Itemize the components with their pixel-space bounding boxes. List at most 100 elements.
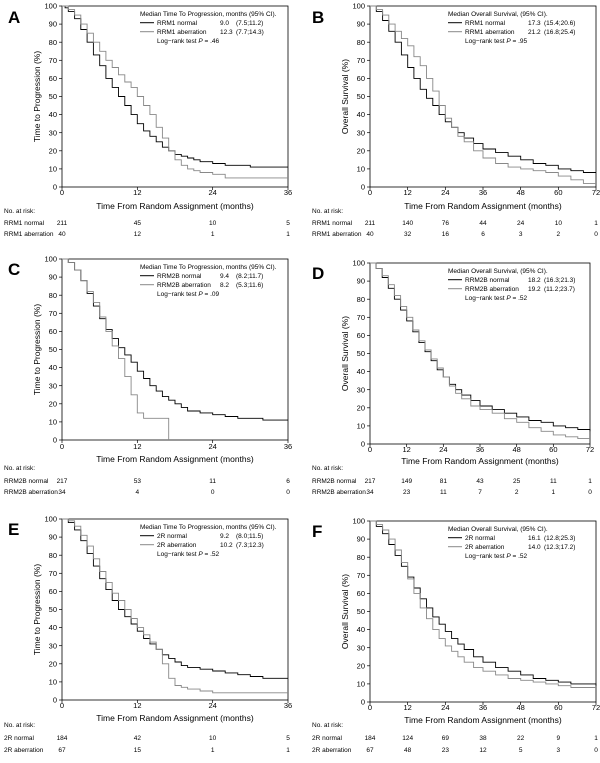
legend-median-b-0: 17.3 xyxy=(528,20,541,27)
x-tick-label-e: 12 xyxy=(133,701,141,710)
x-tick-label-d: 48 xyxy=(512,445,520,454)
y-tick-label-a: 80 xyxy=(49,38,57,47)
legend-logrank-d: Log−rank test P = .52 xyxy=(465,295,528,302)
x-tick-label-d: 60 xyxy=(549,445,557,454)
y-tick-label-e: 0 xyxy=(53,696,57,705)
y-tick-label-b: 70 xyxy=(357,56,365,65)
risk-value-d-0-1: 149 xyxy=(401,478,412,485)
risk-value-c-0-0: 217 xyxy=(57,478,68,485)
panel-letter-a: A xyxy=(8,8,20,27)
risk-value-c-1-1: 4 xyxy=(136,489,140,496)
y-tick-label-a: 50 xyxy=(49,92,57,101)
y-tick-label-c: 90 xyxy=(49,273,57,282)
y-tick-label-e: 30 xyxy=(49,641,57,650)
x-tick-label-c: 36 xyxy=(284,442,292,451)
x-tick-label-f: 60 xyxy=(554,703,562,712)
risk-value-f-1-0: 67 xyxy=(366,747,374,754)
risk-value-d-1-5: 1 xyxy=(552,489,556,496)
y-axis-title-c: Time to Progression (%) xyxy=(32,304,42,395)
legend-label-c-1: RRM2B aberration xyxy=(157,282,211,289)
x-tick-label-b: 36 xyxy=(479,188,487,197)
x-tick-label-c: 12 xyxy=(133,442,141,451)
legend-logrank-a: Log−rank test P = .46 xyxy=(157,38,220,45)
y-tick-label-b: 100 xyxy=(352,2,365,11)
legend-median-e-1: 10.2 xyxy=(220,542,233,549)
km-curve-a-aberration xyxy=(62,5,288,179)
legend-title-b: Median Overall Survival, (95% CI). xyxy=(448,11,548,18)
risk-title-f: No. at risk: xyxy=(312,722,343,729)
y-tick-label-d: 60 xyxy=(357,331,365,340)
risk-title-c: No. at risk: xyxy=(4,465,35,472)
panel-a: A 0 10 20 30 40 50 60 70 80 90 100 0 12 24 36 Time From … xyxy=(4,2,292,238)
legend-title-e: Median Time To Progression, months (95% … xyxy=(140,524,277,531)
risk-value-e-1-0: 67 xyxy=(58,747,66,754)
legend-median-c-0: 9.4 xyxy=(220,273,229,280)
risk-value-c-1-2: 0 xyxy=(211,489,215,496)
x-tick-label-d: 12 xyxy=(402,445,410,454)
risk-value-e-1-1: 15 xyxy=(134,747,142,754)
x-tick-label-f: 12 xyxy=(403,703,411,712)
legend-ci-e-0: (8.0;11.5) xyxy=(236,533,263,540)
risk-value-e-0-2: 10 xyxy=(209,735,217,742)
risk-value-c-1-3: 0 xyxy=(286,489,290,496)
y-tick-label-c: 40 xyxy=(49,363,57,372)
x-tick-label-a: 0 xyxy=(60,188,64,197)
y-tick-label-f: 60 xyxy=(357,589,365,598)
risk-value-d-0-2: 81 xyxy=(440,478,448,485)
x-tick-label-b: 0 xyxy=(368,188,372,197)
y-tick-label-a: 100 xyxy=(44,2,57,11)
risk-value-c-1-0: 34 xyxy=(58,489,66,496)
y-tick-label-d: 70 xyxy=(357,313,365,322)
legend-median-e-0: 9.2 xyxy=(220,533,229,540)
risk-value-f-0-6: 1 xyxy=(594,735,598,742)
y-tick-label-c: 20 xyxy=(49,399,57,408)
risk-row-label-d-1: RRM2B aberration xyxy=(312,489,366,496)
y-tick-label-b: 0 xyxy=(361,183,365,192)
risk-value-b-1-2: 16 xyxy=(442,231,450,238)
risk-value-f-1-1: 48 xyxy=(404,747,412,754)
risk-value-f-1-4: 5 xyxy=(519,747,523,754)
legend-ci-c-1: (5.3;11.6) xyxy=(236,282,263,289)
y-tick-label-f: 100 xyxy=(352,517,365,526)
risk-value-a-1-0: 40 xyxy=(58,231,66,238)
risk-value-e-1-3: 1 xyxy=(286,747,290,754)
y-tick-label-c: 30 xyxy=(49,381,57,390)
risk-value-b-1-5: 2 xyxy=(557,231,561,238)
risk-value-a-1-2: 1 xyxy=(211,231,215,238)
y-tick-label-f: 90 xyxy=(357,535,365,544)
y-tick-label-a: 40 xyxy=(49,110,57,119)
x-tick-label-f: 48 xyxy=(516,703,524,712)
y-tick-label-d: 50 xyxy=(357,349,365,358)
risk-row-label-e-0: 2R normal xyxy=(4,735,35,742)
legend-ci-a-1: (7.7;14.3) xyxy=(236,29,264,36)
y-axis-title-f: Overall Survival (%) xyxy=(340,574,350,649)
risk-value-b-0-1: 140 xyxy=(402,220,413,227)
x-tick-label-b: 60 xyxy=(554,188,562,197)
y-tick-label-e: 80 xyxy=(49,551,57,560)
risk-value-a-0-1: 45 xyxy=(134,220,142,227)
y-tick-label-f: 30 xyxy=(357,643,365,652)
x-tick-label-e: 36 xyxy=(284,701,292,710)
legend-ci-e-1: (7.3;12.3) xyxy=(236,542,264,549)
y-tick-label-b: 10 xyxy=(357,165,365,174)
risk-value-b-0-2: 76 xyxy=(442,220,450,227)
x-tick-label-a: 24 xyxy=(208,188,216,197)
risk-value-c-0-1: 53 xyxy=(134,478,142,485)
legend-median-d-1: 19.2 xyxy=(528,286,541,293)
y-tick-label-a: 90 xyxy=(49,20,57,29)
risk-title-e: No. at risk: xyxy=(4,722,35,729)
y-tick-label-e: 60 xyxy=(49,587,57,596)
y-tick-label-c: 0 xyxy=(53,436,57,445)
x-tick-label-d: 24 xyxy=(439,445,447,454)
x-axis-title-a: Time From Random Assignment (months) xyxy=(96,201,254,211)
y-tick-label-d: 90 xyxy=(357,277,365,286)
legend-title-d: Median Overall Survival, (95% CI). xyxy=(448,268,548,275)
legend-ci-b-0: (15.4;20.6) xyxy=(544,20,575,27)
risk-value-f-0-3: 38 xyxy=(479,735,487,742)
y-tick-label-a: 0 xyxy=(53,183,57,192)
y-tick-label-b: 80 xyxy=(357,38,365,47)
x-tick-label-d: 72 xyxy=(586,445,594,454)
risk-value-e-0-0: 184 xyxy=(57,735,68,742)
